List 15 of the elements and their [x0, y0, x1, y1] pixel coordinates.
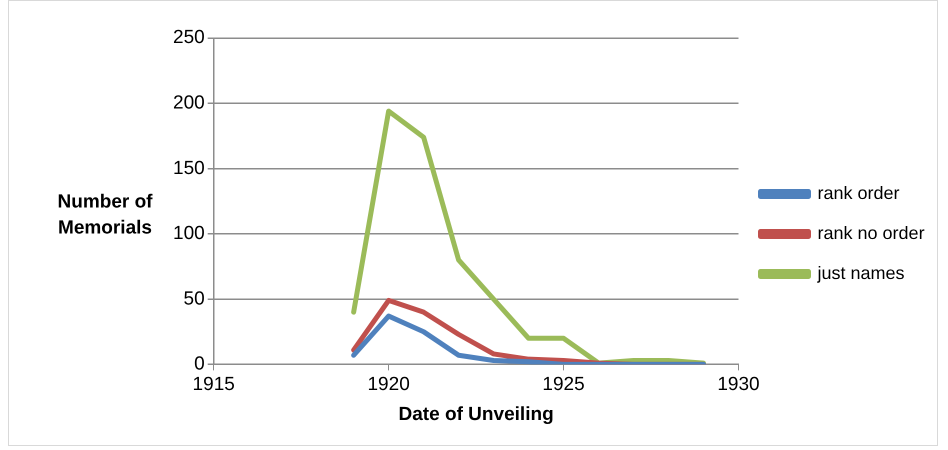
x-tick-label: 1930 — [717, 374, 760, 396]
y-tick-label: 250 — [173, 27, 205, 48]
y-axis-title: Number of Memorials — [58, 191, 154, 238]
x-axis-title: Date of Unveiling — [398, 404, 554, 425]
y-tick-label: 50 — [184, 288, 205, 310]
x-tick-label: 1915 — [192, 374, 235, 396]
legend-label: just names — [816, 262, 905, 283]
y-tick-label: 100 — [173, 223, 205, 244]
legend-label: rank no order — [818, 222, 925, 243]
y-tick-label: 150 — [173, 158, 205, 179]
x-tick-label: 1920 — [367, 374, 410, 396]
y-tick-label: 200 — [173, 92, 205, 114]
legend-label: rank order — [818, 182, 900, 203]
x-tick-label: 1925 — [542, 374, 585, 396]
y-tick-label: 0 — [194, 354, 205, 375]
